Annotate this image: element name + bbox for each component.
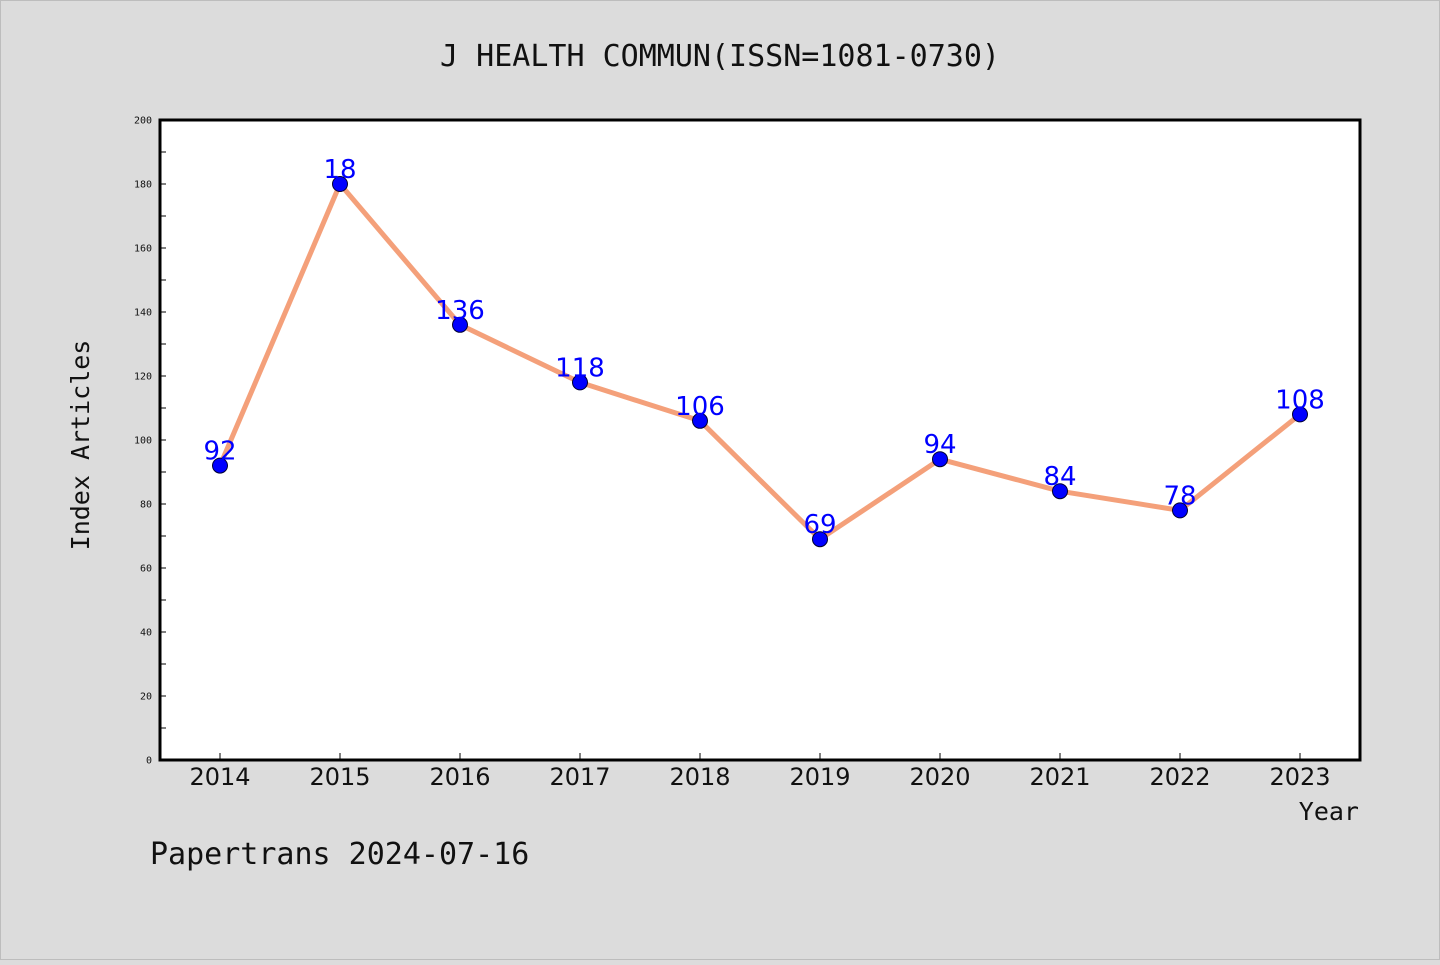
data-label: 69 <box>803 510 836 540</box>
data-label: 108 <box>1275 385 1325 415</box>
data-label: 84 <box>1043 462 1076 492</box>
data-point <box>932 451 948 468</box>
data-label: 106 <box>675 392 725 422</box>
y-tick-label: 200 <box>134 116 152 127</box>
data-label: 92 <box>203 437 236 467</box>
x-tick-label: 2020 <box>909 763 970 791</box>
data-label: 18 <box>323 155 356 185</box>
data-label: 136 <box>435 296 485 326</box>
y-tick-label: 60 <box>140 564 152 575</box>
footer-text: Papertrans 2024-07-16 <box>150 837 529 872</box>
x-tick-label: 2018 <box>669 763 730 791</box>
x-tick-label: 2021 <box>1029 763 1090 791</box>
data-point <box>452 316 468 333</box>
x-axis-title: Year <box>1299 797 1359 826</box>
data-point <box>1052 483 1068 500</box>
x-tick-label: 2014 <box>189 763 250 791</box>
data-point <box>332 176 348 192</box>
y-tick-label: 180 <box>134 180 152 191</box>
x-axis: 2014 2015 2016 2017 2018 2019 2020 2021 2022 2023 <box>189 753 1331 791</box>
x-tick-label: 2016 <box>429 763 490 791</box>
plot-area <box>160 120 1360 760</box>
y-tick-label: 100 <box>134 436 152 447</box>
data-label: 94 <box>923 430 956 460</box>
y-tick-label: 40 <box>140 628 152 639</box>
x-tick-label: 2015 <box>309 763 370 791</box>
data-point <box>1172 502 1188 519</box>
y-tick-label: 140 <box>134 308 152 319</box>
data-point <box>1292 406 1308 423</box>
y-tick-label: 20 <box>140 692 152 703</box>
y-tick-label: 0 <box>146 756 152 767</box>
series-group: 92 18 136 118 106 69 94 84 78 108 <box>203 155 1325 548</box>
x-tick-label: 2023 <box>1269 763 1330 791</box>
data-point <box>572 374 588 391</box>
plot-frame <box>158 118 1362 762</box>
data-label: 78 <box>1163 481 1196 511</box>
chart-title: J HEALTH COMMUN(ISSN=1081-0730) <box>440 39 1000 74</box>
data-point <box>212 457 228 474</box>
y-tick-label: 160 <box>134 244 152 255</box>
y-axis-title: Index Articles <box>66 340 95 551</box>
y-tick-label: 80 <box>140 500 152 511</box>
series-line <box>217 181 1303 542</box>
data-point <box>692 412 708 429</box>
y-tick-label: 120 <box>134 372 152 383</box>
x-tick-label: 2022 <box>1149 763 1210 791</box>
y-axis: 0 20 40 60 80 100 120 140 160 180 200 <box>134 116 166 767</box>
data-point <box>812 531 828 548</box>
x-tick-label: 2019 <box>789 763 850 791</box>
x-tick-label: 2017 <box>549 763 610 791</box>
data-label: 118 <box>555 353 605 383</box>
